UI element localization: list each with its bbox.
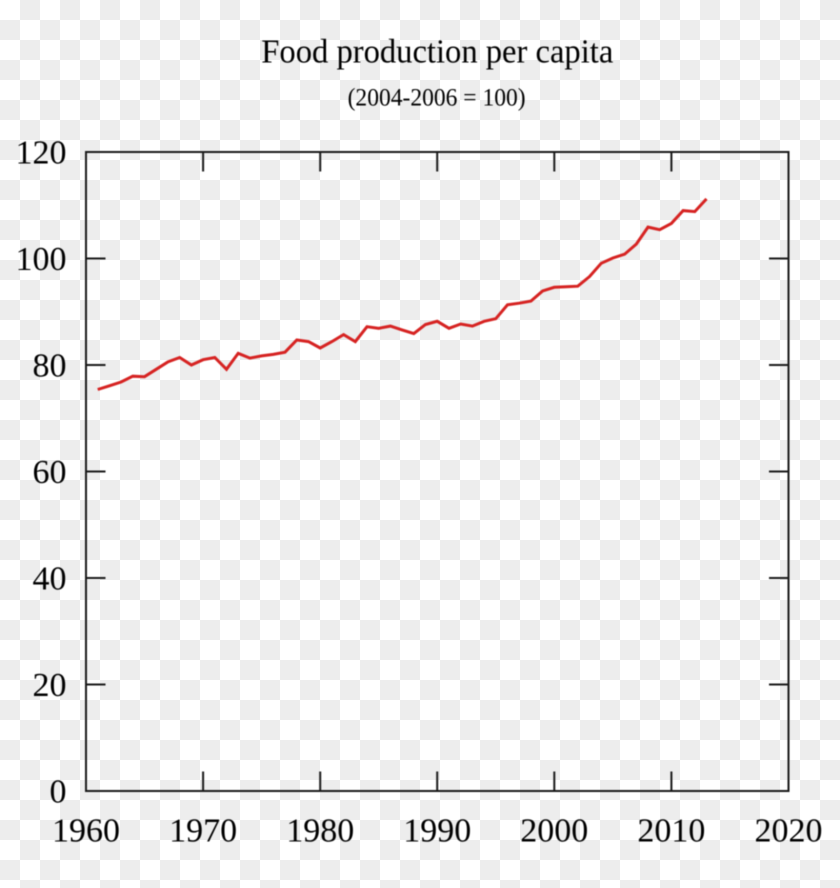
svg-text:60: 60 [33, 454, 67, 491]
svg-text:100: 100 [16, 241, 67, 278]
svg-text:1990: 1990 [403, 813, 471, 850]
svg-text:20: 20 [33, 667, 67, 704]
svg-text:1980: 1980 [286, 813, 354, 850]
svg-text:Food production per capita: Food production per capita [261, 34, 613, 71]
svg-text:0: 0 [50, 773, 67, 810]
svg-text:2020: 2020 [755, 813, 823, 850]
svg-text:40: 40 [33, 560, 67, 597]
svg-text:1960: 1960 [52, 813, 120, 850]
svg-text:2010: 2010 [637, 813, 705, 850]
svg-text:80: 80 [33, 347, 67, 384]
svg-text:2000: 2000 [520, 813, 588, 850]
svg-text:(2004-2006 = 100): (2004-2006 = 100) [348, 83, 526, 112]
svg-text:1970: 1970 [169, 813, 237, 850]
svg-text:120: 120 [16, 134, 67, 171]
